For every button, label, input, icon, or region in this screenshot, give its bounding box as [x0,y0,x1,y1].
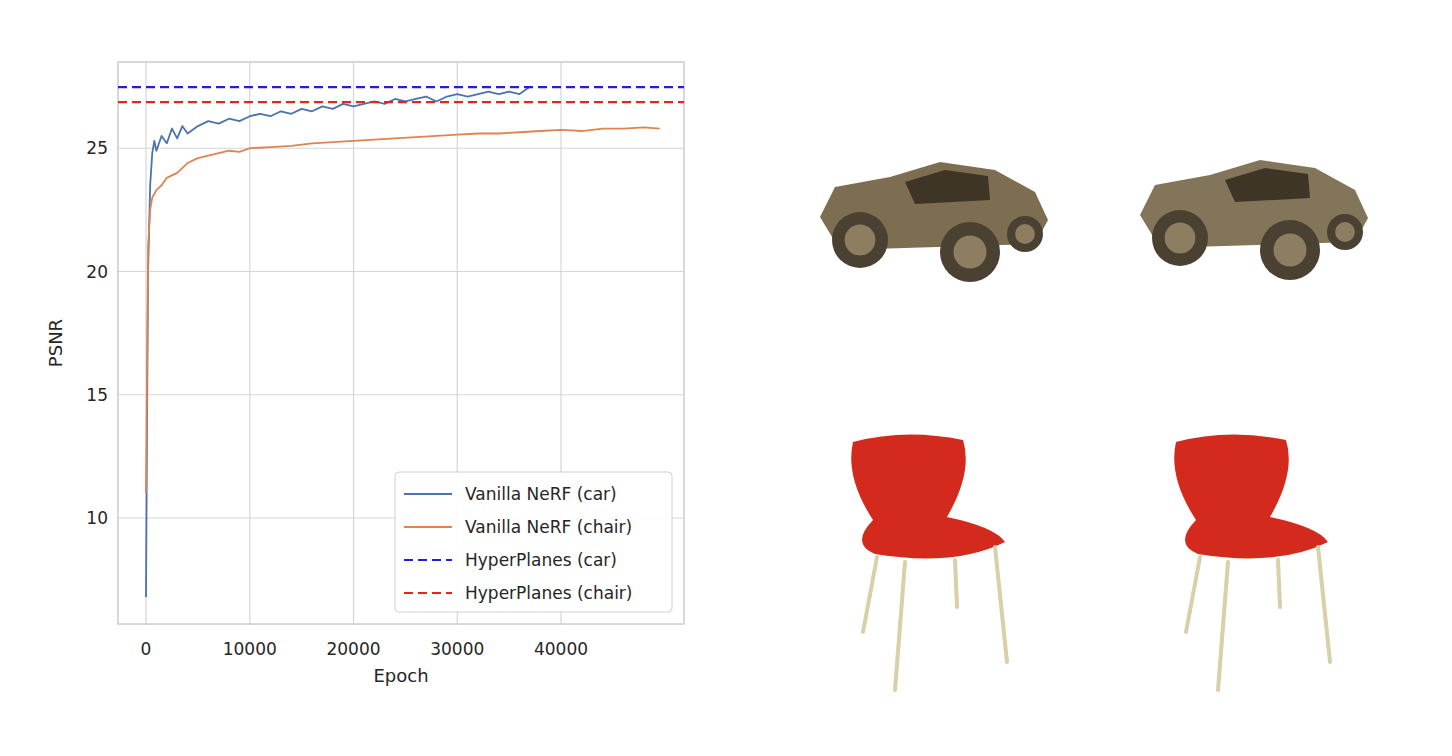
legend-label: HyperPlanes (car) [465,550,617,570]
x-grid-line [249,62,250,624]
x-grid-line [353,62,354,624]
chair-seat [851,434,1005,558]
legend-label: Vanilla NeRF (car) [465,484,617,504]
x-tick-label: 30000 [430,639,484,659]
chair-leg [1186,557,1200,632]
chair-leg [1278,560,1280,607]
y-tick-label: 10 [86,508,108,528]
chair-seat [1174,434,1328,558]
chair-leg [863,557,877,632]
chair-ground-truth [851,434,1007,690]
y-tick-label: 15 [86,385,108,405]
series-line [118,86,684,88]
legend-swatch [404,592,452,594]
y-grid-line [118,271,684,272]
series-line [118,101,684,103]
car-window [905,170,990,204]
y-tick-label: 20 [86,262,108,282]
x-tick-label: 0 [141,639,152,659]
legend-box [395,472,672,612]
car-window [1225,168,1310,202]
background [0,0,1452,756]
legend-label: HyperPlanes (chair) [465,583,633,603]
chair-rendered [1174,434,1330,690]
x-tick-label: 20000 [326,639,380,659]
car-hub [1165,223,1196,254]
car-hub [845,225,876,256]
x-tick-label: 40000 [534,639,588,659]
x-tick-label: 10000 [223,639,277,659]
car-hub [954,236,987,269]
y-axis-label: PSNR [45,319,66,367]
plot-frame [118,62,684,624]
car-wheel [832,212,888,268]
chair-leg [995,547,1007,662]
legend: Vanilla NeRF (car) Vanilla NeRF (chair) Hy… [395,472,672,612]
legend-swatch [404,559,452,561]
chair-leg [1218,562,1228,690]
figure: 0 10000 20000 30000 40000 10 15 20 25 Epoch PSNR Va… [0,0,1452,756]
car-ground-truth [820,162,1048,282]
y-tick-label: 25 [86,138,108,158]
car-hub [1335,222,1355,242]
car-rendered [1140,160,1368,280]
car-wheel [940,222,1000,282]
car-hub [1274,234,1307,267]
car-wheel [1152,210,1208,266]
legend-swatch [404,493,452,495]
car-wheel [1260,220,1320,280]
x-axis-label: Epoch [373,665,428,686]
y-grid-line [118,148,684,149]
chair-leg [1318,547,1330,662]
car-wheel [1007,216,1043,252]
legend-label: Vanilla NeRF (chair) [465,517,632,537]
car-hub [1015,224,1035,244]
y-grid-line [118,394,684,395]
chair-leg [895,562,905,690]
car-wheel [1327,214,1363,250]
renders [820,160,1368,690]
chair-leg [955,560,957,607]
axes: 0 10000 20000 30000 40000 10 15 20 25 [86,62,684,659]
legend-swatch [404,526,452,528]
series-line [146,127,660,493]
